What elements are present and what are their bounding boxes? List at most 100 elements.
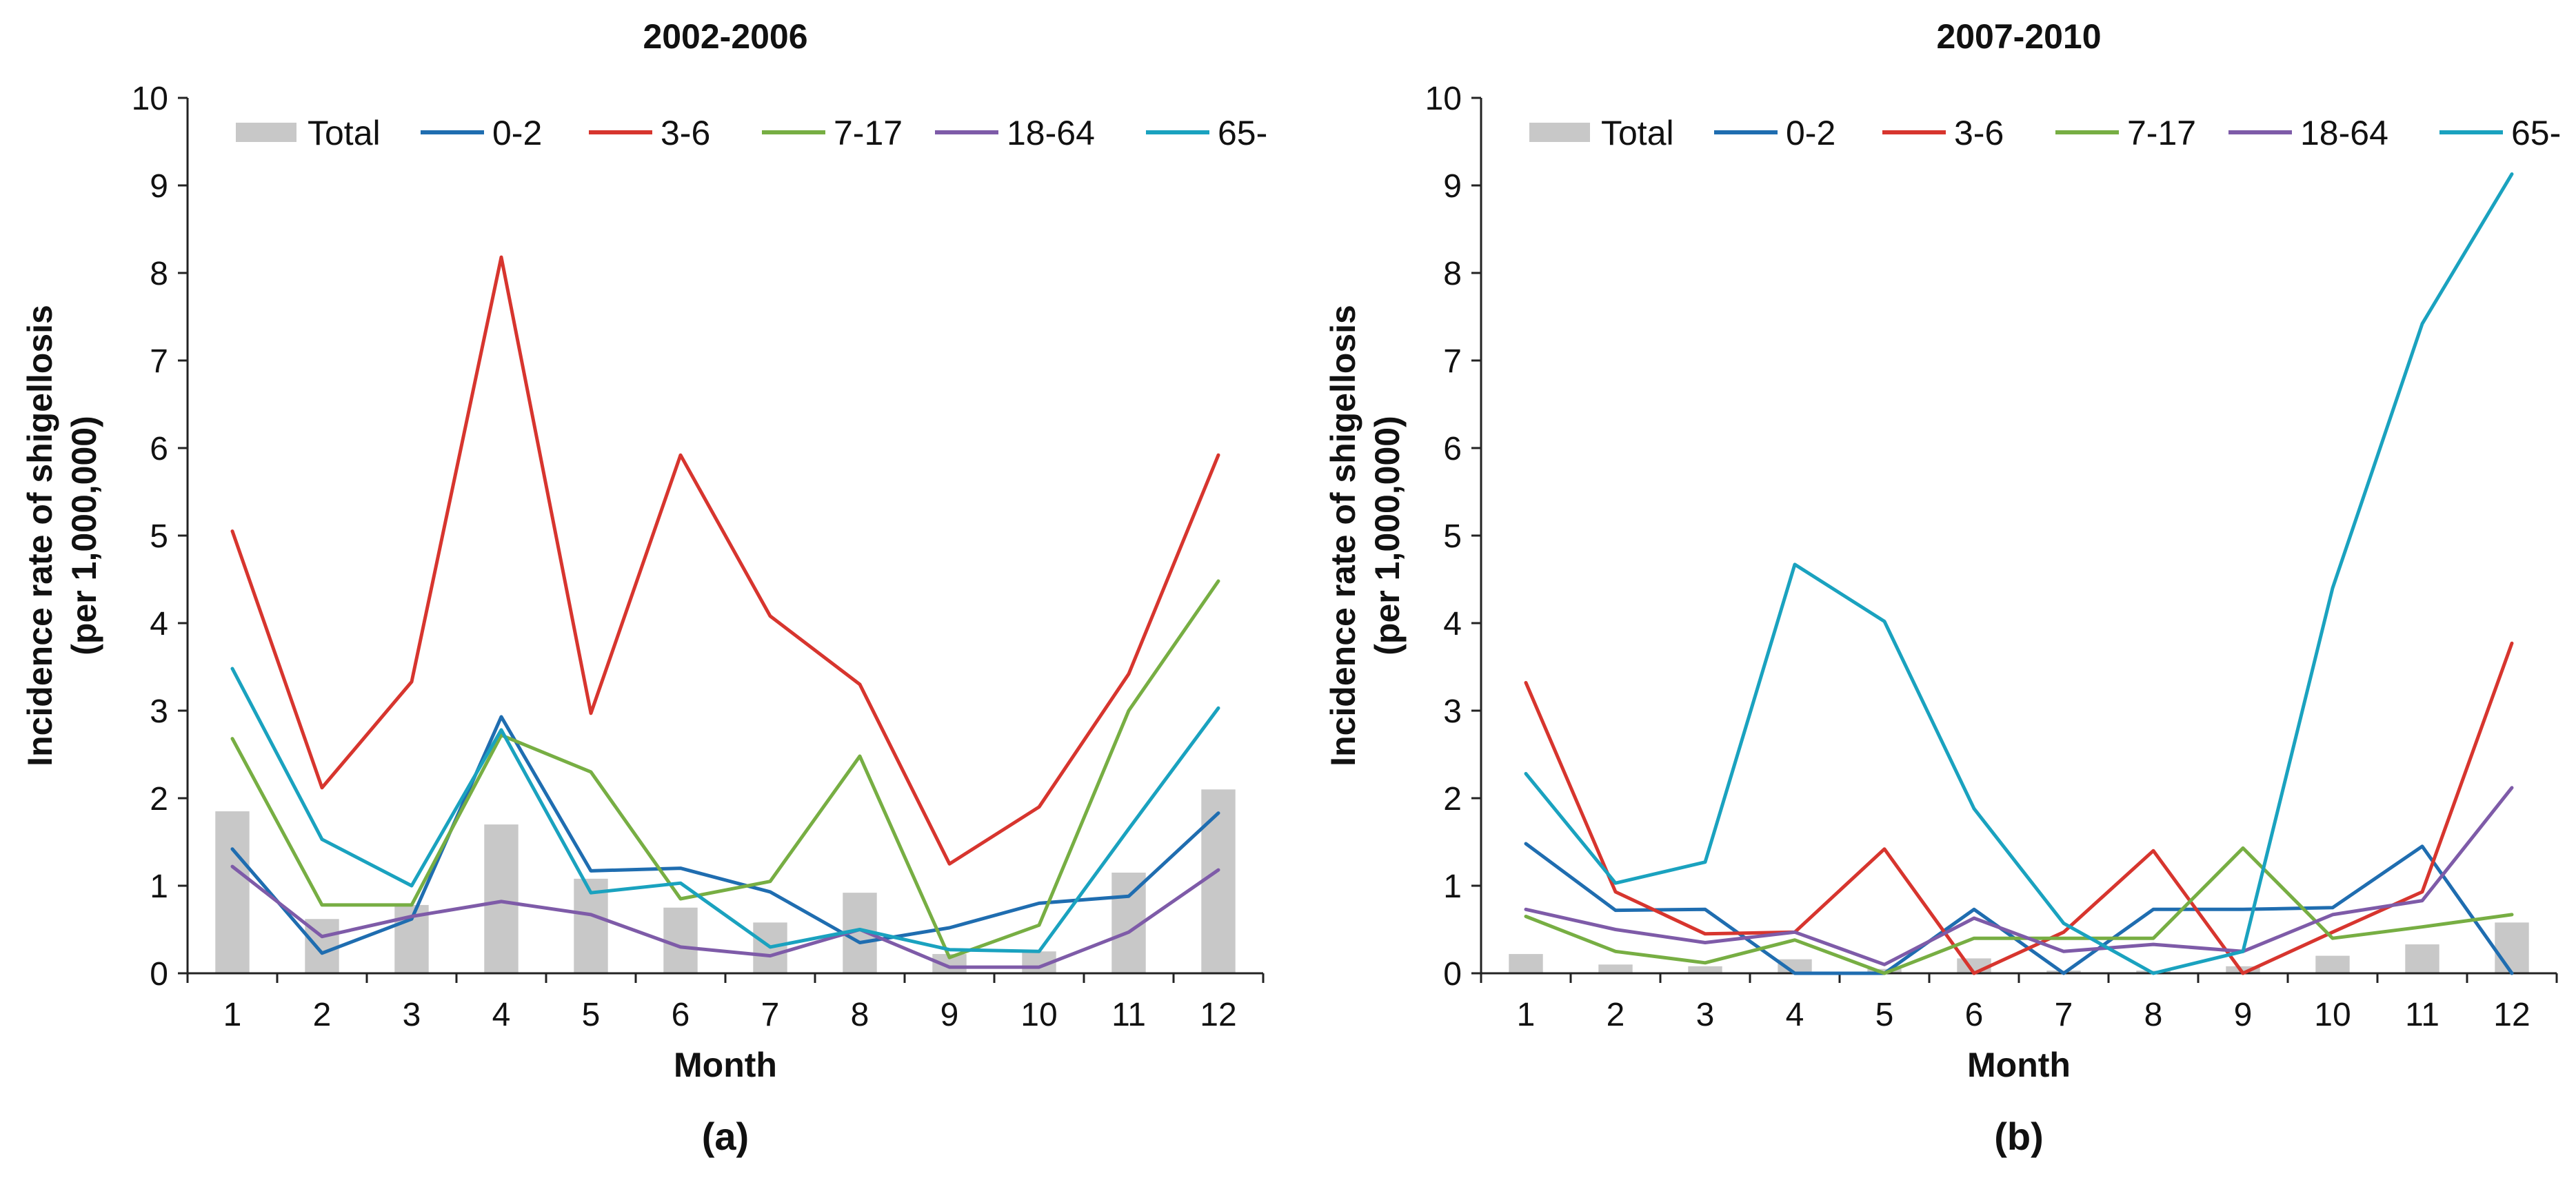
y-tick-label: 6 [150,431,168,467]
x-tick-label: 5 [1875,997,1894,1033]
bar-total [663,907,698,973]
panel-label: (a) [702,1115,749,1158]
bar-total [1867,968,1902,973]
y-tick-label: 1 [150,869,168,905]
chart-panel-1: 2002-2006 Incidence rate of shigellosis (p… [21,17,1267,1158]
bar-total [2405,944,2439,973]
x-tick-label: 8 [851,997,869,1033]
y-tick-label: 4 [150,606,168,642]
series-line-3-6 [1524,641,2514,975]
bar-total [1688,966,1722,973]
y-tick-label: 5 [150,518,168,555]
series-line-3-6 [230,255,1220,866]
bar-total [1598,964,1633,973]
y-tick-label: 0 [1443,956,1462,993]
x-tick-label: 1 [223,997,242,1033]
y-axis-label: Incidence rate of shigellosis (per 1,000,… [1324,305,1407,766]
y-tick-label: 4 [1443,606,1462,642]
x-tick-label: 11 [1111,997,1146,1033]
series-line-7-17 [1524,846,2514,975]
bar-total [2226,966,2260,973]
y-tick-label: 10 [1425,81,1462,117]
legend-label: 3-6 [1954,114,2004,152]
bar-total [2495,922,2529,973]
chart-title: 2007-2010 [1936,17,2101,56]
y-tick-label: 8 [1443,256,1462,292]
y-tick-label: 10 [132,81,168,117]
legend-swatch-total [236,123,296,142]
x-tick-label: 1 [1517,997,1536,1033]
y-tick-label: 5 [1443,518,1462,555]
x-tick-label: 7 [761,997,780,1033]
bar-total [1509,954,1543,973]
chart-title: 2002-2006 [643,17,807,56]
series-line-65- [1524,172,2514,975]
legend-label: 7-17 [2127,114,2196,152]
y-tick-label: 9 [1443,168,1462,205]
y-tick-label: 0 [150,956,168,993]
y-tick-label: 3 [150,693,168,730]
bar-total [215,811,250,973]
y-tick-label: 7 [1443,343,1462,380]
x-tick-label: 8 [2144,997,2163,1033]
chart-panel-2: 2007-2010 Incidence rate of shigellosis (p… [1324,17,2561,1158]
legend-label: 0-2 [1786,114,1835,152]
y-axis-label: Incidence rate of shigellosis (per 1,000,… [21,305,103,766]
x-tick-label: 6 [1965,997,1984,1033]
legend: Total 0-2 3-6 7-17 18-64 65- [1529,114,2561,152]
x-tick-label: 2 [313,997,332,1033]
x-tick-label: 7 [2055,997,2073,1033]
bar-total [484,824,519,973]
x-tick-label: 3 [403,997,421,1033]
x-tick-label: 3 [1696,997,1715,1033]
y-tick-label: 6 [1443,431,1462,467]
series-line-18-64 [1524,786,2514,966]
legend-swatch-total [1529,123,1590,142]
panel-label: (b) [1994,1115,2044,1158]
y-tick-label: 2 [150,781,168,818]
legend-label: 0-2 [492,114,542,152]
series-line-7-17 [230,579,1220,959]
y-axis-label-line: (per 1,000,000) [65,416,103,655]
y-tick-label: 2 [1443,781,1462,818]
bar-total [1778,959,1812,973]
bar-total [2315,955,2350,973]
y-tick-label: 3 [1443,693,1462,730]
x-axis-label: Month [1967,1046,2071,1084]
legend-label: 3-6 [661,114,710,152]
series-line-18-64 [230,864,1220,969]
y-axis-label-line: Incidence rate of shigellosis [21,305,59,766]
legend-label: 65- [1218,114,1267,152]
x-tick-label: 11 [2405,997,2439,1033]
y-tick-label: 9 [150,168,168,205]
x-tick-label: 9 [2234,997,2253,1033]
x-tick-label: 4 [1786,997,1804,1033]
x-tick-label: 10 [1020,997,1057,1033]
legend: Total 0-2 3-6 7-17 18-64 65- [236,114,1267,152]
legend-label: 65- [2511,114,2561,152]
series-line-0-2 [230,715,1220,955]
legend-label: 7-17 [834,114,903,152]
x-tick-label: 5 [582,997,601,1033]
series-line-0-2 [1524,842,2514,975]
y-tick-label: 7 [150,343,168,380]
bar-total [574,878,608,973]
x-axis-label: Month [674,1046,777,1084]
bar-total [1201,789,1236,973]
y-axis-label-line: Incidence rate of shigellosis [1324,305,1362,766]
y-axis-label-line: (per 1,000,000) [1368,416,1407,655]
series-line-65- [230,667,1220,953]
legend-label: 18-64 [2300,114,2388,152]
y-tick-label: 8 [150,256,168,292]
x-tick-label: 10 [2314,997,2351,1033]
legend-label: Total [1601,114,1674,152]
x-tick-label: 12 [1200,997,1236,1033]
x-tick-label: 12 [2493,997,2530,1033]
legend-label: Total [308,114,381,152]
legend-label: 18-64 [1007,114,1095,152]
x-tick-label: 2 [1607,997,1625,1033]
x-tick-label: 4 [492,997,511,1033]
x-tick-label: 9 [940,997,959,1033]
x-tick-label: 6 [672,997,690,1033]
